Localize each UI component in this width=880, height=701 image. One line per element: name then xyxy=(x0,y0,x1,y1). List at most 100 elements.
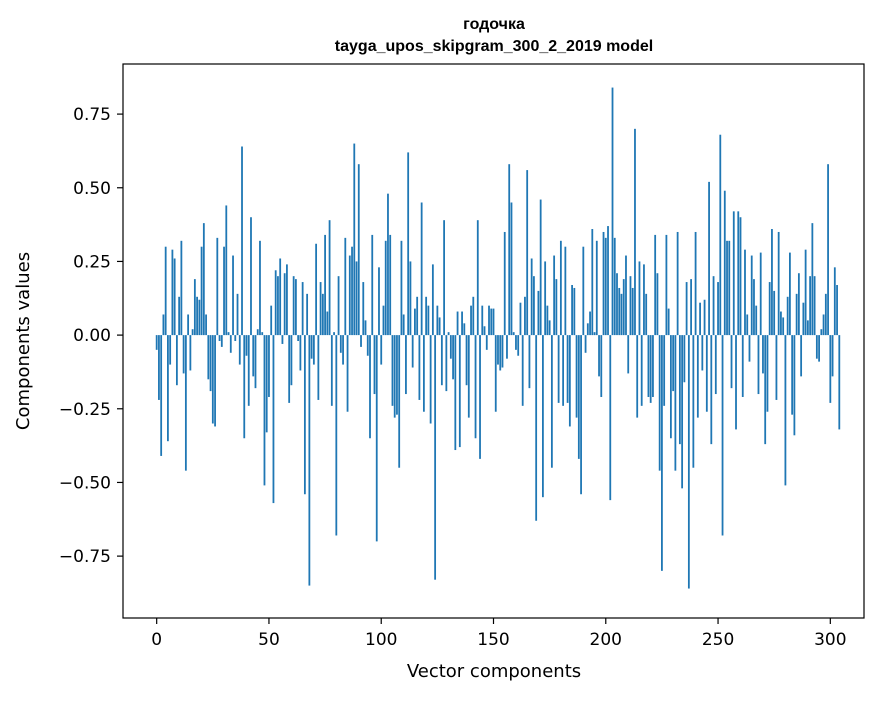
bar-component-81 xyxy=(337,276,340,336)
bar-component-67 xyxy=(306,293,309,336)
bar-component-184 xyxy=(568,335,571,427)
bar-component-39 xyxy=(243,335,246,439)
bar-component-295 xyxy=(818,335,820,362)
bar-component-9 xyxy=(175,335,178,386)
bar-component-168 xyxy=(533,276,535,336)
bar-component-277 xyxy=(777,231,780,336)
bar-component-148 xyxy=(488,305,490,336)
bar-component-291 xyxy=(809,276,812,336)
bar-component-113 xyxy=(409,261,412,336)
bar-component-136 xyxy=(461,311,463,336)
bar-component-162 xyxy=(519,302,522,336)
bar-component-44 xyxy=(254,335,257,389)
bar-component-109 xyxy=(400,240,403,336)
bar-component-214 xyxy=(636,335,639,418)
bar-component-131 xyxy=(449,335,452,359)
bar-component-278 xyxy=(780,311,782,336)
bar-component-142 xyxy=(474,335,477,439)
bar-component-87 xyxy=(351,246,353,336)
bar-component-121 xyxy=(427,305,430,336)
bar-component-25 xyxy=(211,335,214,424)
bar-component-255 xyxy=(728,240,731,336)
bar-component-223 xyxy=(656,273,659,336)
bar-component-172 xyxy=(542,335,544,498)
bar-component-157 xyxy=(508,164,511,336)
bar-component-71 xyxy=(315,243,318,336)
bar-component-271 xyxy=(764,335,767,445)
bar-component-101 xyxy=(382,305,385,336)
y-tick-label: 0.50 xyxy=(73,179,111,199)
bar-component-194 xyxy=(591,229,594,336)
bar-component-189 xyxy=(580,335,582,495)
x-tick-label: 300 xyxy=(814,630,846,650)
y-tick-label: −0.75 xyxy=(59,547,111,567)
bar-component-42 xyxy=(250,217,252,336)
bar-component-56 xyxy=(281,335,284,344)
bar-component-273 xyxy=(768,282,771,336)
bar-component-261 xyxy=(741,335,744,397)
bar-component-24 xyxy=(209,335,212,392)
bar-component-188 xyxy=(577,335,580,459)
bar-component-116 xyxy=(416,296,419,336)
bar-component-143 xyxy=(476,220,479,336)
bar-component-276 xyxy=(775,335,778,400)
y-tick-label: −0.50 xyxy=(59,473,111,493)
bar-component-217 xyxy=(643,264,645,336)
bar-component-204 xyxy=(613,237,616,336)
bar-component-154 xyxy=(501,335,504,368)
bar-component-256 xyxy=(730,335,733,389)
bar-component-296 xyxy=(820,329,823,336)
bar-component-288 xyxy=(802,302,805,336)
bar-component-82 xyxy=(339,335,342,353)
x-tick-label: 150 xyxy=(477,630,509,650)
bar-component-70 xyxy=(312,335,315,365)
bar-component-225 xyxy=(661,335,663,571)
bar-component-176 xyxy=(550,335,553,468)
bar-component-129 xyxy=(445,335,448,392)
bar-component-268 xyxy=(757,335,760,395)
bar-component-145 xyxy=(481,305,484,336)
bar-component-43 xyxy=(252,335,255,377)
bar-component-78 xyxy=(330,335,333,406)
bar-component-76 xyxy=(326,311,329,336)
bar-component-90 xyxy=(357,164,360,336)
bar-component-301 xyxy=(831,335,834,377)
bar-component-128 xyxy=(443,220,445,336)
bar-component-64 xyxy=(299,335,302,371)
bar-component-200 xyxy=(604,237,607,336)
bar-component-285 xyxy=(795,293,798,336)
bar-component-239 xyxy=(692,335,695,468)
bar-component-210 xyxy=(627,335,630,374)
bars xyxy=(155,87,841,589)
bar-component-196 xyxy=(595,240,598,336)
bar-component-134 xyxy=(456,311,459,336)
bar-component-187 xyxy=(575,335,578,418)
bar-component-209 xyxy=(625,255,627,336)
bar-component-59 xyxy=(288,335,291,403)
bar-component-91 xyxy=(360,335,362,347)
bar-component-19 xyxy=(198,299,201,336)
bar-component-124 xyxy=(434,335,437,580)
bar-component-100 xyxy=(380,335,383,365)
bar-component-95 xyxy=(369,335,371,439)
bar-component-51 xyxy=(270,305,273,336)
bar-component-147 xyxy=(485,335,488,350)
bar-component-13 xyxy=(184,335,187,471)
bar-component-267 xyxy=(755,305,758,336)
bar-component-30 xyxy=(223,246,225,336)
bar-component-262 xyxy=(744,249,746,336)
bar-component-38 xyxy=(241,146,243,336)
bar-component-232 xyxy=(676,231,679,336)
bar-component-242 xyxy=(699,302,701,336)
bar-component-248 xyxy=(712,276,715,336)
bar-component-245 xyxy=(705,335,708,412)
bar-component-179 xyxy=(557,335,560,403)
bar-component-58 xyxy=(286,264,288,336)
bar-component-304 xyxy=(838,335,841,430)
bar-component-231 xyxy=(674,335,677,471)
bar-component-66 xyxy=(303,335,306,495)
bar-component-94 xyxy=(366,335,369,356)
bar-component-54 xyxy=(277,276,279,336)
bar-component-83 xyxy=(342,335,344,365)
